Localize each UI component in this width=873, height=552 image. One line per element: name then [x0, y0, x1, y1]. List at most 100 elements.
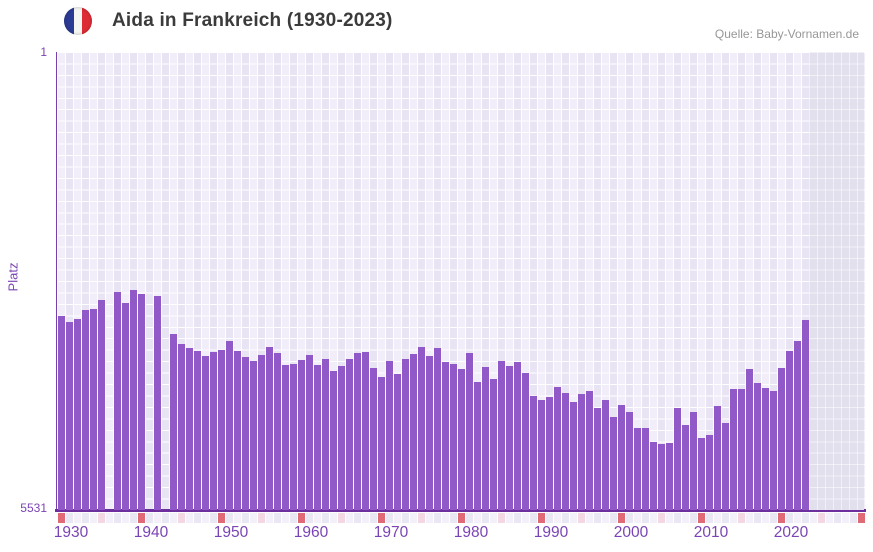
rank-bar-1991[interactable] — [546, 397, 553, 510]
rank-bar-2003[interactable] — [642, 428, 649, 510]
rank-bar-1930[interactable] — [58, 316, 65, 510]
rank-bar-1949[interactable] — [210, 352, 217, 510]
rank-bar-1969[interactable] — [370, 368, 377, 510]
rank-bar-1975[interactable] — [418, 347, 425, 510]
rank-bar-1950[interactable] — [218, 349, 225, 510]
strip-cell — [610, 513, 617, 523]
rank-bar-1951[interactable] — [226, 341, 233, 510]
rank-bar-1996[interactable] — [586, 391, 593, 510]
rank-bar-1964[interactable] — [330, 371, 337, 510]
rank-bar-2019[interactable] — [770, 391, 777, 510]
rank-bar-2016[interactable] — [746, 369, 753, 510]
strip-cell — [770, 513, 777, 523]
plot-area[interactable] — [57, 52, 865, 510]
rank-bar-1970[interactable] — [378, 377, 385, 510]
rank-bar-1966[interactable] — [346, 359, 353, 510]
rank-bar-1978[interactable] — [442, 362, 449, 510]
rank-bar-2015[interactable] — [738, 389, 745, 510]
rank-bar-1981[interactable] — [466, 352, 473, 510]
rank-bar-1986[interactable] — [506, 365, 513, 510]
rank-bar-1989[interactable] — [530, 396, 537, 510]
rank-bar-1990[interactable] — [538, 399, 545, 510]
rank-bar-1935[interactable] — [98, 299, 105, 510]
rank-bar-1939[interactable] — [130, 289, 137, 510]
rank-bar-2017[interactable] — [754, 383, 761, 510]
rank-bar-1933[interactable] — [82, 309, 89, 510]
rank-bar-2011[interactable] — [706, 435, 713, 510]
x-axis-tick-labels: 1930 1940 1950 1960 1970 1980 1990 2000 2010 2020 — [54, 524, 865, 544]
rank-bar-1938[interactable] — [122, 302, 129, 510]
rank-bar-2013[interactable] — [722, 422, 729, 510]
rank-bar-1953[interactable] — [242, 357, 249, 510]
rank-bar-1962[interactable] — [314, 364, 321, 510]
rank-bar-2012[interactable] — [714, 406, 721, 510]
rank-bar-2014[interactable] — [730, 389, 737, 510]
rank-bar-2002[interactable] — [634, 428, 641, 510]
rank-bar-2021[interactable] — [786, 351, 793, 510]
rank-bar-1932[interactable] — [74, 318, 81, 510]
rank-bar-1993[interactable] — [562, 393, 569, 510]
rank-bar-2001[interactable] — [626, 412, 633, 510]
rank-bar-1994[interactable] — [570, 402, 577, 510]
rank-bar-1948[interactable] — [202, 355, 209, 510]
rank-bar-2023[interactable] — [802, 320, 809, 510]
rank-bar-1992[interactable] — [554, 387, 561, 510]
strip-cell — [586, 513, 593, 523]
rank-bar-1940[interactable] — [138, 294, 145, 510]
rank-bar-1946[interactable] — [186, 347, 193, 510]
rank-bar-1967[interactable] — [354, 352, 361, 510]
rank-bar-1947[interactable] — [194, 351, 201, 510]
rank-bar-1965[interactable] — [338, 365, 345, 510]
rank-bar-2005[interactable] — [658, 444, 665, 510]
rank-bar-1955[interactable] — [258, 354, 265, 510]
rank-bar-1952[interactable] — [234, 351, 241, 510]
rank-bar-1982[interactable] — [474, 382, 481, 510]
rank-bar-2007[interactable] — [674, 408, 681, 510]
rank-bar-1968[interactable] — [362, 352, 369, 510]
rank-bar-1983[interactable] — [482, 367, 489, 510]
rank-bar-1995[interactable] — [578, 394, 585, 510]
rank-bar-1998[interactable] — [602, 399, 609, 510]
rank-bar-2010[interactable] — [698, 438, 705, 510]
rank-bar-1988[interactable] — [522, 373, 529, 510]
rank-bar-2000[interactable] — [618, 405, 625, 510]
rank-bar-2004[interactable] — [650, 441, 657, 510]
rank-bar-1976[interactable] — [426, 355, 433, 510]
rank-bar-1997[interactable] — [594, 408, 601, 510]
rank-bar-1957[interactable] — [274, 352, 281, 510]
rank-bar-1945[interactable] — [178, 343, 185, 510]
rank-bar-1984[interactable] — [490, 379, 497, 510]
rank-bar-1972[interactable] — [394, 374, 401, 510]
rank-bar-2009[interactable] — [690, 412, 697, 510]
rank-bar-1979[interactable] — [450, 364, 457, 510]
rank-bar-1931[interactable] — [66, 322, 73, 510]
rank-bar-1987[interactable] — [514, 362, 521, 510]
rank-bar-2008[interactable] — [682, 424, 689, 510]
rank-bar-1977[interactable] — [434, 347, 441, 510]
rank-bar-2006[interactable] — [666, 443, 673, 510]
rank-bar-1963[interactable] — [322, 359, 329, 510]
rank-bar-2022[interactable] — [794, 341, 801, 510]
strip-cell — [666, 513, 673, 523]
rank-bar-1985[interactable] — [498, 361, 505, 510]
rank-bar-1958[interactable] — [282, 364, 289, 510]
rank-bar-1942[interactable] — [154, 296, 161, 510]
rank-bar-1944[interactable] — [170, 334, 177, 510]
rank-bar-1937[interactable] — [114, 292, 121, 510]
rank-bar-2018[interactable] — [762, 388, 769, 510]
rank-bar-1954[interactable] — [250, 361, 257, 510]
rank-bar-2020[interactable] — [778, 368, 785, 510]
rank-bar-1999[interactable] — [610, 416, 617, 510]
strip-cell — [522, 513, 529, 523]
rank-bar-1974[interactable] — [410, 354, 417, 510]
rank-bar-1961[interactable] — [306, 354, 313, 510]
rank-bar-1973[interactable] — [402, 359, 409, 510]
rank-bar-1959[interactable] — [290, 364, 297, 510]
rank-bar-1956[interactable] — [266, 347, 273, 510]
strip-cell — [82, 513, 89, 523]
strip-cell — [290, 513, 297, 523]
rank-bar-1960[interactable] — [298, 360, 305, 510]
rank-bar-1980[interactable] — [458, 369, 465, 510]
rank-bar-1934[interactable] — [90, 309, 97, 510]
rank-bar-1971[interactable] — [386, 361, 393, 510]
